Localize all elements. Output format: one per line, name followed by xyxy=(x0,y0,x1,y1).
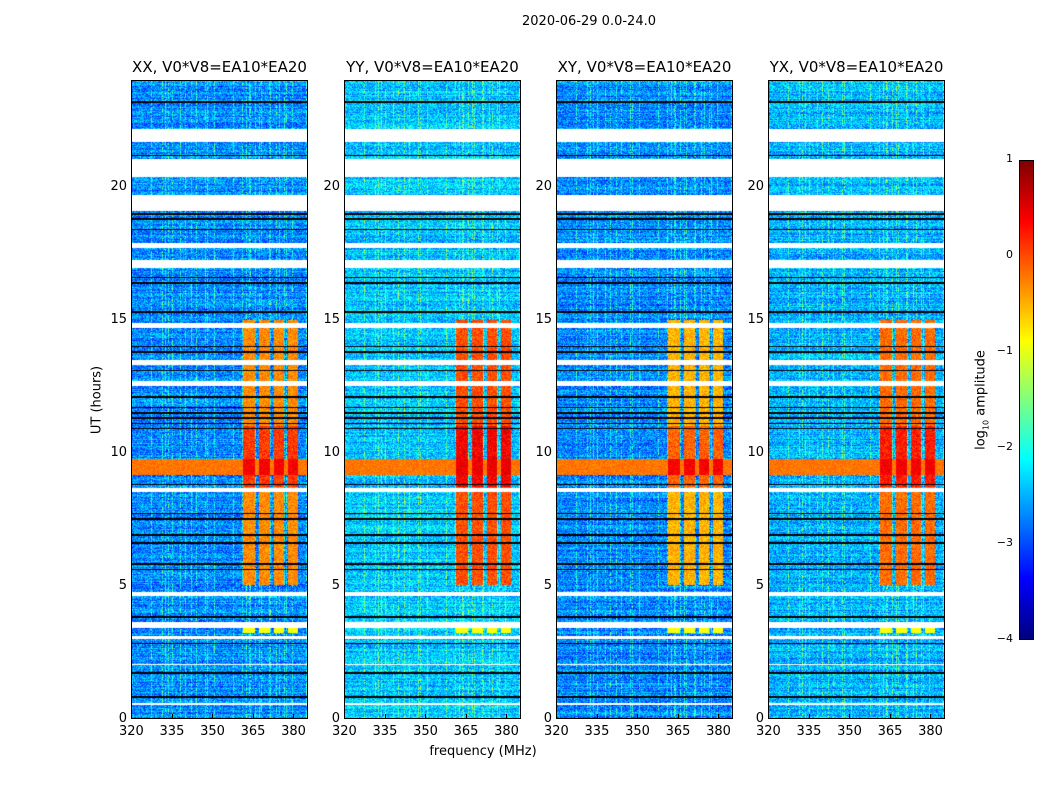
y-tick-label: 0 xyxy=(331,711,340,726)
x-tick-label: 350 xyxy=(200,724,225,739)
y-tick-label: 20 xyxy=(110,178,127,194)
x-tick-mark xyxy=(718,714,720,718)
y-tick-label: 5 xyxy=(543,577,552,593)
y-tick-label: 5 xyxy=(331,577,340,593)
x-tick-mark xyxy=(131,714,132,718)
y-tick-label: 15 xyxy=(747,311,764,327)
colorbar-tick-label: −2 xyxy=(996,440,1013,453)
colorbar-tick-label: 1 xyxy=(1006,152,1013,165)
x-tick-label: 365 xyxy=(453,724,479,739)
x-tick-label: 335 xyxy=(159,724,185,739)
x-tick-label: 320 xyxy=(544,724,569,739)
x-tick-label: 350 xyxy=(625,724,650,739)
heatmap-panel xyxy=(556,80,733,719)
colorbar-label: log10 amplitude xyxy=(973,350,991,450)
colorbar-tick-label: −1 xyxy=(996,344,1013,357)
colorbar xyxy=(1019,160,1034,640)
x-tick-label: 380 xyxy=(706,724,731,739)
x-tick-mark xyxy=(768,714,769,718)
x-tick-mark xyxy=(171,714,173,718)
y-tick-label: 10 xyxy=(535,444,552,460)
heatmap-image xyxy=(769,81,944,718)
x-tick-label: 320 xyxy=(756,724,781,739)
y-tick-label: 15 xyxy=(110,311,127,327)
y-tick-label: 20 xyxy=(323,178,340,194)
heatmap-panel xyxy=(768,80,945,719)
x-tick-mark xyxy=(677,714,679,718)
x-tick-mark xyxy=(637,714,639,718)
colorbar-tick-label: −3 xyxy=(996,536,1013,549)
y-tick-label: 0 xyxy=(543,711,552,726)
x-tick-label: 365 xyxy=(665,724,691,739)
x-tick-label: 335 xyxy=(796,724,822,739)
x-tick-label: 380 xyxy=(281,724,306,739)
y-axis-label: UT (hours) xyxy=(89,365,105,435)
y-tick-label: 0 xyxy=(118,711,127,726)
x-tick-mark xyxy=(293,714,295,718)
x-tick-mark xyxy=(425,714,427,718)
y-tick-label: 10 xyxy=(747,444,764,460)
x-tick-label: 335 xyxy=(584,724,610,739)
x-tick-mark xyxy=(596,714,598,718)
colorbar-tick-label: 0 xyxy=(1006,248,1013,261)
x-tick-label: 380 xyxy=(918,724,943,739)
figure-title: 2020-06-29 0.0-24.0 xyxy=(522,14,656,29)
heatmap-image xyxy=(132,81,307,718)
y-tick-label: 20 xyxy=(747,178,764,194)
x-tick-label: 350 xyxy=(413,724,438,739)
x-tick-mark xyxy=(344,714,345,718)
x-tick-label: 365 xyxy=(877,724,903,739)
heatmap-panel xyxy=(131,80,308,719)
panel-title: XY, V0*V8=EA10*EA20 xyxy=(557,58,732,76)
panel-title: YX, V0*V8=EA10*EA20 xyxy=(769,58,944,76)
x-tick-label: 320 xyxy=(119,724,144,739)
x-tick-mark xyxy=(212,714,214,718)
x-tick-label: 320 xyxy=(332,724,357,739)
x-tick-mark xyxy=(889,714,891,718)
x-tick-mark xyxy=(252,714,254,718)
x-tick-label: 350 xyxy=(837,724,862,739)
y-tick-label: 5 xyxy=(118,577,127,593)
x-tick-label: 380 xyxy=(494,724,519,739)
x-tick-mark xyxy=(465,714,467,718)
x-tick-mark xyxy=(930,714,932,718)
x-tick-mark xyxy=(556,714,557,718)
y-tick-label: 10 xyxy=(323,444,340,460)
x-tick-mark xyxy=(384,714,386,718)
panel-title: YY, V0*V8=EA10*EA20 xyxy=(346,58,519,76)
colorbar-tick-label: −4 xyxy=(996,632,1013,645)
x-axis-label: frequency (MHz) xyxy=(429,744,537,759)
panel-title: XX, V0*V8=EA10*EA20 xyxy=(132,58,307,76)
x-tick-mark xyxy=(506,714,508,718)
x-tick-label: 335 xyxy=(372,724,398,739)
heatmap-panel xyxy=(344,80,521,719)
x-tick-label: 365 xyxy=(240,724,266,739)
y-tick-label: 5 xyxy=(755,577,764,593)
y-tick-label: 15 xyxy=(323,311,340,327)
heatmap-image xyxy=(557,81,732,718)
y-tick-label: 20 xyxy=(535,178,552,194)
x-tick-mark xyxy=(808,714,810,718)
y-tick-label: 15 xyxy=(535,311,552,327)
heatmap-image xyxy=(345,81,520,718)
x-tick-mark xyxy=(849,714,851,718)
y-tick-label: 0 xyxy=(755,711,764,726)
y-tick-label: 10 xyxy=(110,444,127,460)
